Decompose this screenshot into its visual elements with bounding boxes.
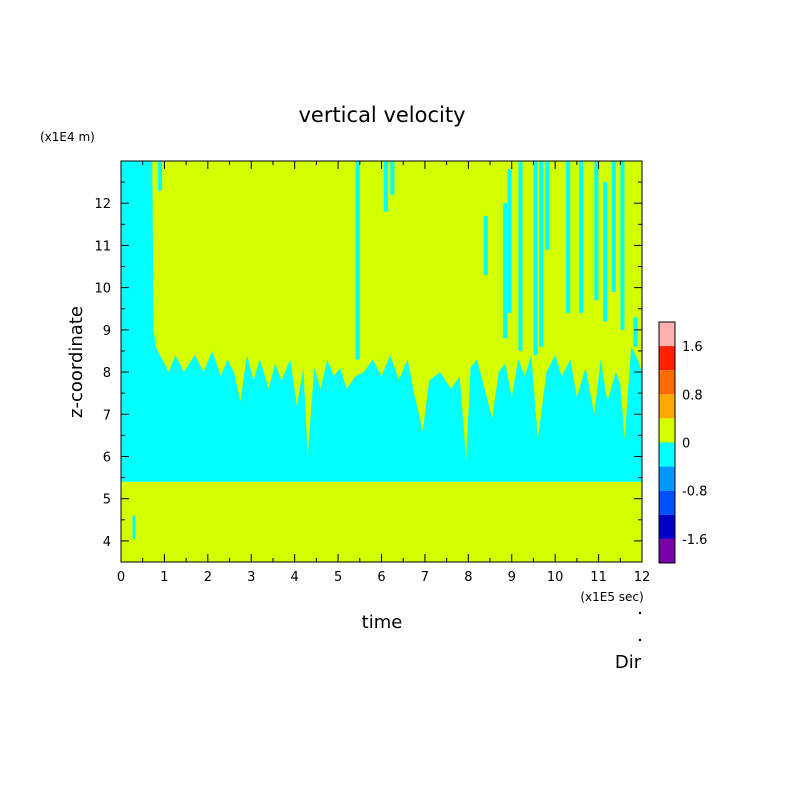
velocity-field: [121, 161, 642, 562]
y-unit-label: (x1E4 m): [40, 130, 95, 144]
negative-streak: [611, 161, 616, 292]
negative-streak: [518, 161, 523, 351]
positive-region: [121, 161, 642, 562]
y-tick-label: 7: [103, 408, 111, 423]
x-tick-label: 9: [508, 570, 516, 585]
negative-streak: [507, 169, 512, 313]
x-tick-label: 1: [160, 570, 168, 585]
negative-streak: [603, 182, 608, 322]
x-tick-label: 11: [590, 570, 607, 585]
colorbar-swatch: [659, 466, 675, 491]
negative-patch: [132, 515, 136, 539]
negative-streak: [383, 161, 388, 212]
negative-streak: [390, 161, 395, 195]
corner-note: Dir: [615, 652, 642, 673]
y-tick-label: 11: [94, 239, 111, 254]
negative-streak: [503, 203, 508, 339]
negative-streak: [620, 161, 625, 330]
negative-streak: [545, 161, 550, 250]
marker-dot: [638, 611, 642, 615]
negative-region: [121, 161, 642, 482]
x-axis: 0 1 2 3 4 5 6 7 8 9 10 11 12: [117, 161, 650, 585]
negative-streak: [579, 161, 584, 313]
negative-streak: [633, 317, 638, 347]
colorbar-swatch: [659, 442, 675, 467]
y-axis: 4 5 6 7 8 9 10 11 12: [94, 181, 642, 563]
colorbar-swatch: [659, 538, 675, 563]
y-tick-label: 9: [103, 324, 111, 339]
negative-streak: [594, 161, 599, 301]
negative-streak: [566, 161, 571, 313]
colorbar-swatch: [659, 322, 675, 347]
x-unit-label: (x1E5 sec): [580, 590, 643, 604]
x-tick-label: 5: [334, 570, 342, 585]
y-tick-label: 10: [94, 282, 111, 297]
negative-streak: [355, 161, 360, 360]
x-tick-label: 4: [291, 570, 299, 585]
x-tick-label: 10: [547, 570, 564, 585]
colorbar: 1.6 0.8 0 -0.8 -1.6: [658, 321, 707, 564]
negative-streak: [533, 161, 538, 356]
colorbar-swatch: [659, 394, 675, 419]
colorbar-label: 0: [682, 437, 690, 452]
colorbar-frame: [658, 321, 676, 564]
y-tick-label: 6: [103, 450, 111, 465]
negative-streak: [539, 161, 544, 347]
y-tick-label: 4: [103, 535, 111, 550]
x-tick-label: 0: [117, 570, 125, 585]
x-tick-label: 12: [634, 570, 651, 585]
x-tick-label: 8: [464, 570, 472, 585]
x-tick-label: 3: [247, 570, 255, 585]
colorbar-swatch: [659, 418, 675, 443]
colorbar-label: 1.6: [682, 340, 703, 355]
colorbar-swatch: [659, 514, 675, 539]
chart-title: vertical velocity: [298, 103, 465, 127]
colorbar-swatch: [659, 346, 675, 371]
y-tick-label: 5: [103, 493, 111, 508]
colorbar-swatch: [659, 490, 675, 515]
x-tick-label: 2: [204, 570, 212, 585]
colorbar-swatch: [659, 370, 675, 395]
y-tick-label: 12: [94, 197, 111, 212]
marker-dot: [638, 638, 642, 642]
colorbar-label: -1.6: [682, 533, 707, 548]
colorbar-label: -0.8: [682, 485, 707, 500]
y-axis-label: z-coordinate: [66, 306, 87, 418]
negative-streak: [158, 161, 163, 191]
colorbar-label: 0.8: [682, 388, 703, 403]
y-tick-label: 8: [103, 366, 111, 381]
x-axis-label: time: [362, 612, 403, 633]
negative-streak: [483, 215, 488, 275]
x-tick-label: 7: [421, 570, 429, 585]
x-tick-label: 6: [377, 570, 385, 585]
